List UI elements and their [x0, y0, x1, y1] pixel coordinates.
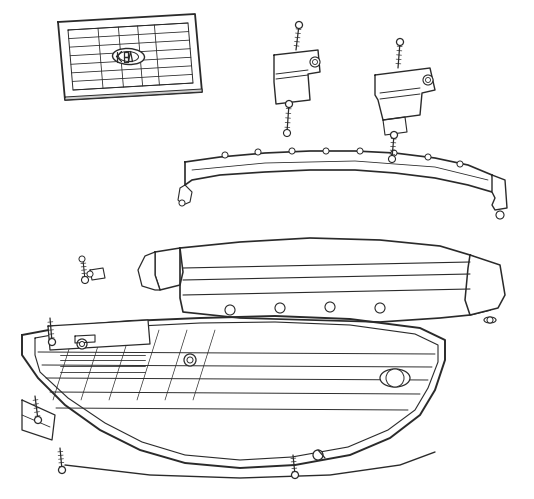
Circle shape — [310, 57, 320, 67]
Circle shape — [375, 303, 385, 313]
Circle shape — [390, 132, 397, 139]
Circle shape — [487, 317, 493, 323]
Circle shape — [77, 339, 87, 349]
Circle shape — [184, 354, 196, 366]
Polygon shape — [35, 322, 438, 460]
Polygon shape — [138, 252, 160, 290]
Circle shape — [325, 302, 335, 312]
Circle shape — [222, 152, 228, 158]
Polygon shape — [68, 23, 193, 90]
Circle shape — [79, 256, 85, 262]
Circle shape — [391, 150, 397, 156]
Circle shape — [397, 38, 404, 45]
Circle shape — [289, 148, 295, 154]
Circle shape — [313, 450, 323, 460]
Polygon shape — [375, 68, 435, 120]
Circle shape — [49, 338, 56, 345]
Circle shape — [275, 303, 285, 313]
Circle shape — [179, 200, 185, 206]
Circle shape — [82, 276, 89, 283]
Polygon shape — [465, 255, 505, 315]
Polygon shape — [180, 238, 500, 322]
Polygon shape — [65, 89, 202, 100]
Circle shape — [457, 161, 463, 167]
Circle shape — [187, 357, 193, 363]
Circle shape — [286, 100, 293, 107]
Ellipse shape — [484, 317, 496, 323]
Circle shape — [496, 211, 504, 219]
Circle shape — [312, 59, 318, 64]
Circle shape — [292, 472, 299, 479]
Polygon shape — [90, 268, 105, 280]
Polygon shape — [155, 248, 183, 290]
Circle shape — [284, 130, 290, 137]
Polygon shape — [178, 185, 192, 205]
Circle shape — [80, 341, 84, 346]
Circle shape — [295, 21, 302, 28]
Polygon shape — [75, 335, 95, 343]
Circle shape — [423, 75, 433, 85]
Polygon shape — [185, 151, 495, 192]
Circle shape — [323, 148, 329, 154]
Polygon shape — [274, 50, 320, 104]
Polygon shape — [492, 175, 507, 210]
Circle shape — [255, 149, 261, 155]
Circle shape — [389, 156, 396, 163]
Polygon shape — [22, 316, 445, 468]
Circle shape — [386, 369, 404, 387]
Circle shape — [425, 154, 431, 160]
Polygon shape — [48, 320, 150, 350]
Circle shape — [357, 148, 363, 154]
Circle shape — [426, 77, 430, 82]
Circle shape — [59, 467, 66, 474]
Polygon shape — [58, 14, 202, 100]
Ellipse shape — [113, 48, 145, 64]
Polygon shape — [22, 400, 55, 440]
Circle shape — [35, 417, 42, 424]
Ellipse shape — [119, 51, 138, 61]
Ellipse shape — [380, 369, 410, 387]
Circle shape — [87, 271, 93, 277]
Polygon shape — [383, 117, 407, 135]
Circle shape — [225, 305, 235, 315]
